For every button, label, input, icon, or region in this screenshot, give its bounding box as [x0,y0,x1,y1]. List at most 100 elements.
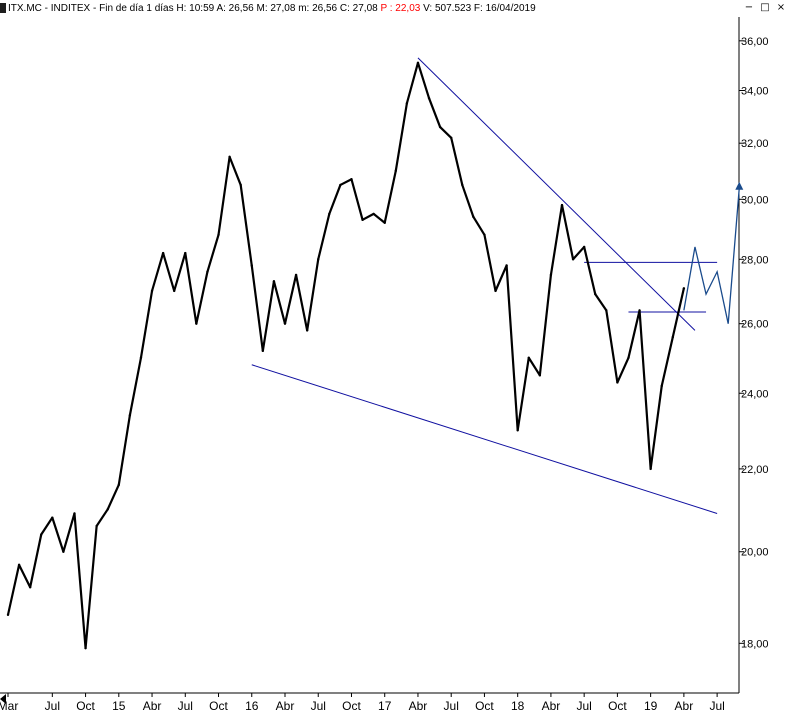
price-point [6,613,10,617]
open-value: A: 26,56 [216,3,254,14]
price-point [250,264,253,267]
price-point [538,374,542,377]
title-bar[interactable]: ITX.MC - INDITEX - Fin de día 1 días H: … [0,0,792,17]
price-point [173,289,176,293]
price-point [438,125,442,129]
x-tick-label: Abr [276,699,295,711]
price-point [139,356,143,359]
price-point [494,289,497,293]
price-point [328,212,331,216]
price-point [427,97,431,100]
scroll-left-icon[interactable] [0,694,6,704]
projection-arrowhead [735,181,744,190]
close-button[interactable]: × [776,2,786,13]
y-axis: 18,00 20,00 22,00 24,00 26,00 28,00 30,00 32,00… [739,36,769,650]
x-tick-label: 18 [511,699,525,711]
max-value: M: 27,08 [256,3,296,14]
price-point [416,61,420,65]
x-tick-label: Jul [444,699,459,711]
volume-value: V: 507.523 [423,3,472,14]
y-tick-label: 28,00 [741,254,769,266]
trendline [417,57,696,331]
price-point [660,384,663,388]
price-point [627,356,630,359]
p-value: P : 22,03 [380,3,421,14]
x-tick-label: Jul [709,699,724,711]
price-point [272,280,276,283]
date-value: F: 16/04/2019 [473,3,536,14]
x-tick-label: 16 [245,699,259,711]
x-tick-label: Jul [311,699,326,711]
x-tick-label: Abr [409,699,428,711]
price-point [217,233,220,236]
price-point [582,245,586,249]
price-point [28,586,32,589]
price-point [571,258,575,261]
x-tick-label: Oct [209,699,228,711]
window-menu-icon[interactable] [0,3,6,13]
x-tick-label: Oct [342,699,361,711]
price-point [73,512,76,515]
x-tick-label: Jul [45,699,60,711]
x-tick-label: Oct [76,699,95,711]
price-point [594,292,597,296]
price-point [228,155,231,159]
price-point [560,203,564,207]
price-point [51,516,54,519]
projection-path [683,181,744,324]
price-point [106,508,109,511]
x-tick-label: Jul [576,699,591,711]
y-tick-label: 34,00 [741,85,769,97]
price-point [616,381,619,384]
x-tick-label: 17 [378,699,392,711]
trendline [251,364,718,514]
price-point [461,183,464,187]
price-point [405,102,409,105]
price-point [516,429,519,432]
x-tick-label: 19 [644,699,658,711]
price-point [394,169,397,172]
x-tick-label: Jul [178,699,193,711]
x-tick-label: Oct [608,699,627,711]
x-tick-label: 15 [112,699,126,711]
price-point [184,251,187,255]
minimize-button[interactable]: − [744,2,754,13]
projection-line [683,187,740,324]
trendlines [251,57,718,514]
symbol-label: ITX.MC - INDITEX - Fin de día 1 días [8,3,174,14]
price-point [239,183,242,187]
price-point [527,356,530,359]
price-point [549,273,553,277]
y-tick-label: 26,00 [741,319,769,331]
restore-button[interactable]: □ [760,2,770,13]
price-point [361,218,364,222]
price-point [383,221,386,224]
price-point [84,646,87,650]
price-point [472,215,475,219]
price-point [40,533,43,536]
price-point [206,270,209,273]
price-point [150,289,154,293]
price-point [671,335,674,339]
price-point [95,524,98,528]
price-line [6,61,685,650]
price-point [350,178,353,181]
x-axis: Mar Jul Oct 15 Abr Jul Oct 16 Abr Jul Oct 17 Abr Jul O… [0,693,725,711]
x-tick-label: Abr [675,699,694,711]
close-value: C: 27,08 [339,3,378,14]
y-tick-label: 32,00 [741,138,769,150]
x-tick-label: Oct [475,699,494,711]
price-point [317,258,320,261]
y-tick-label: 36,00 [741,36,769,48]
x-tick-label: Abr [143,699,162,711]
price-point [195,322,198,325]
price-point [62,550,65,553]
title-text: ITX.MC - INDITEX - Fin de día 1 días H: … [8,0,536,17]
y-tick-label: 30,00 [741,194,769,206]
price-point [372,212,375,216]
y-tick-label: 18,00 [741,638,769,650]
y-tick-label: 24,00 [741,388,769,400]
price-point [483,233,486,236]
